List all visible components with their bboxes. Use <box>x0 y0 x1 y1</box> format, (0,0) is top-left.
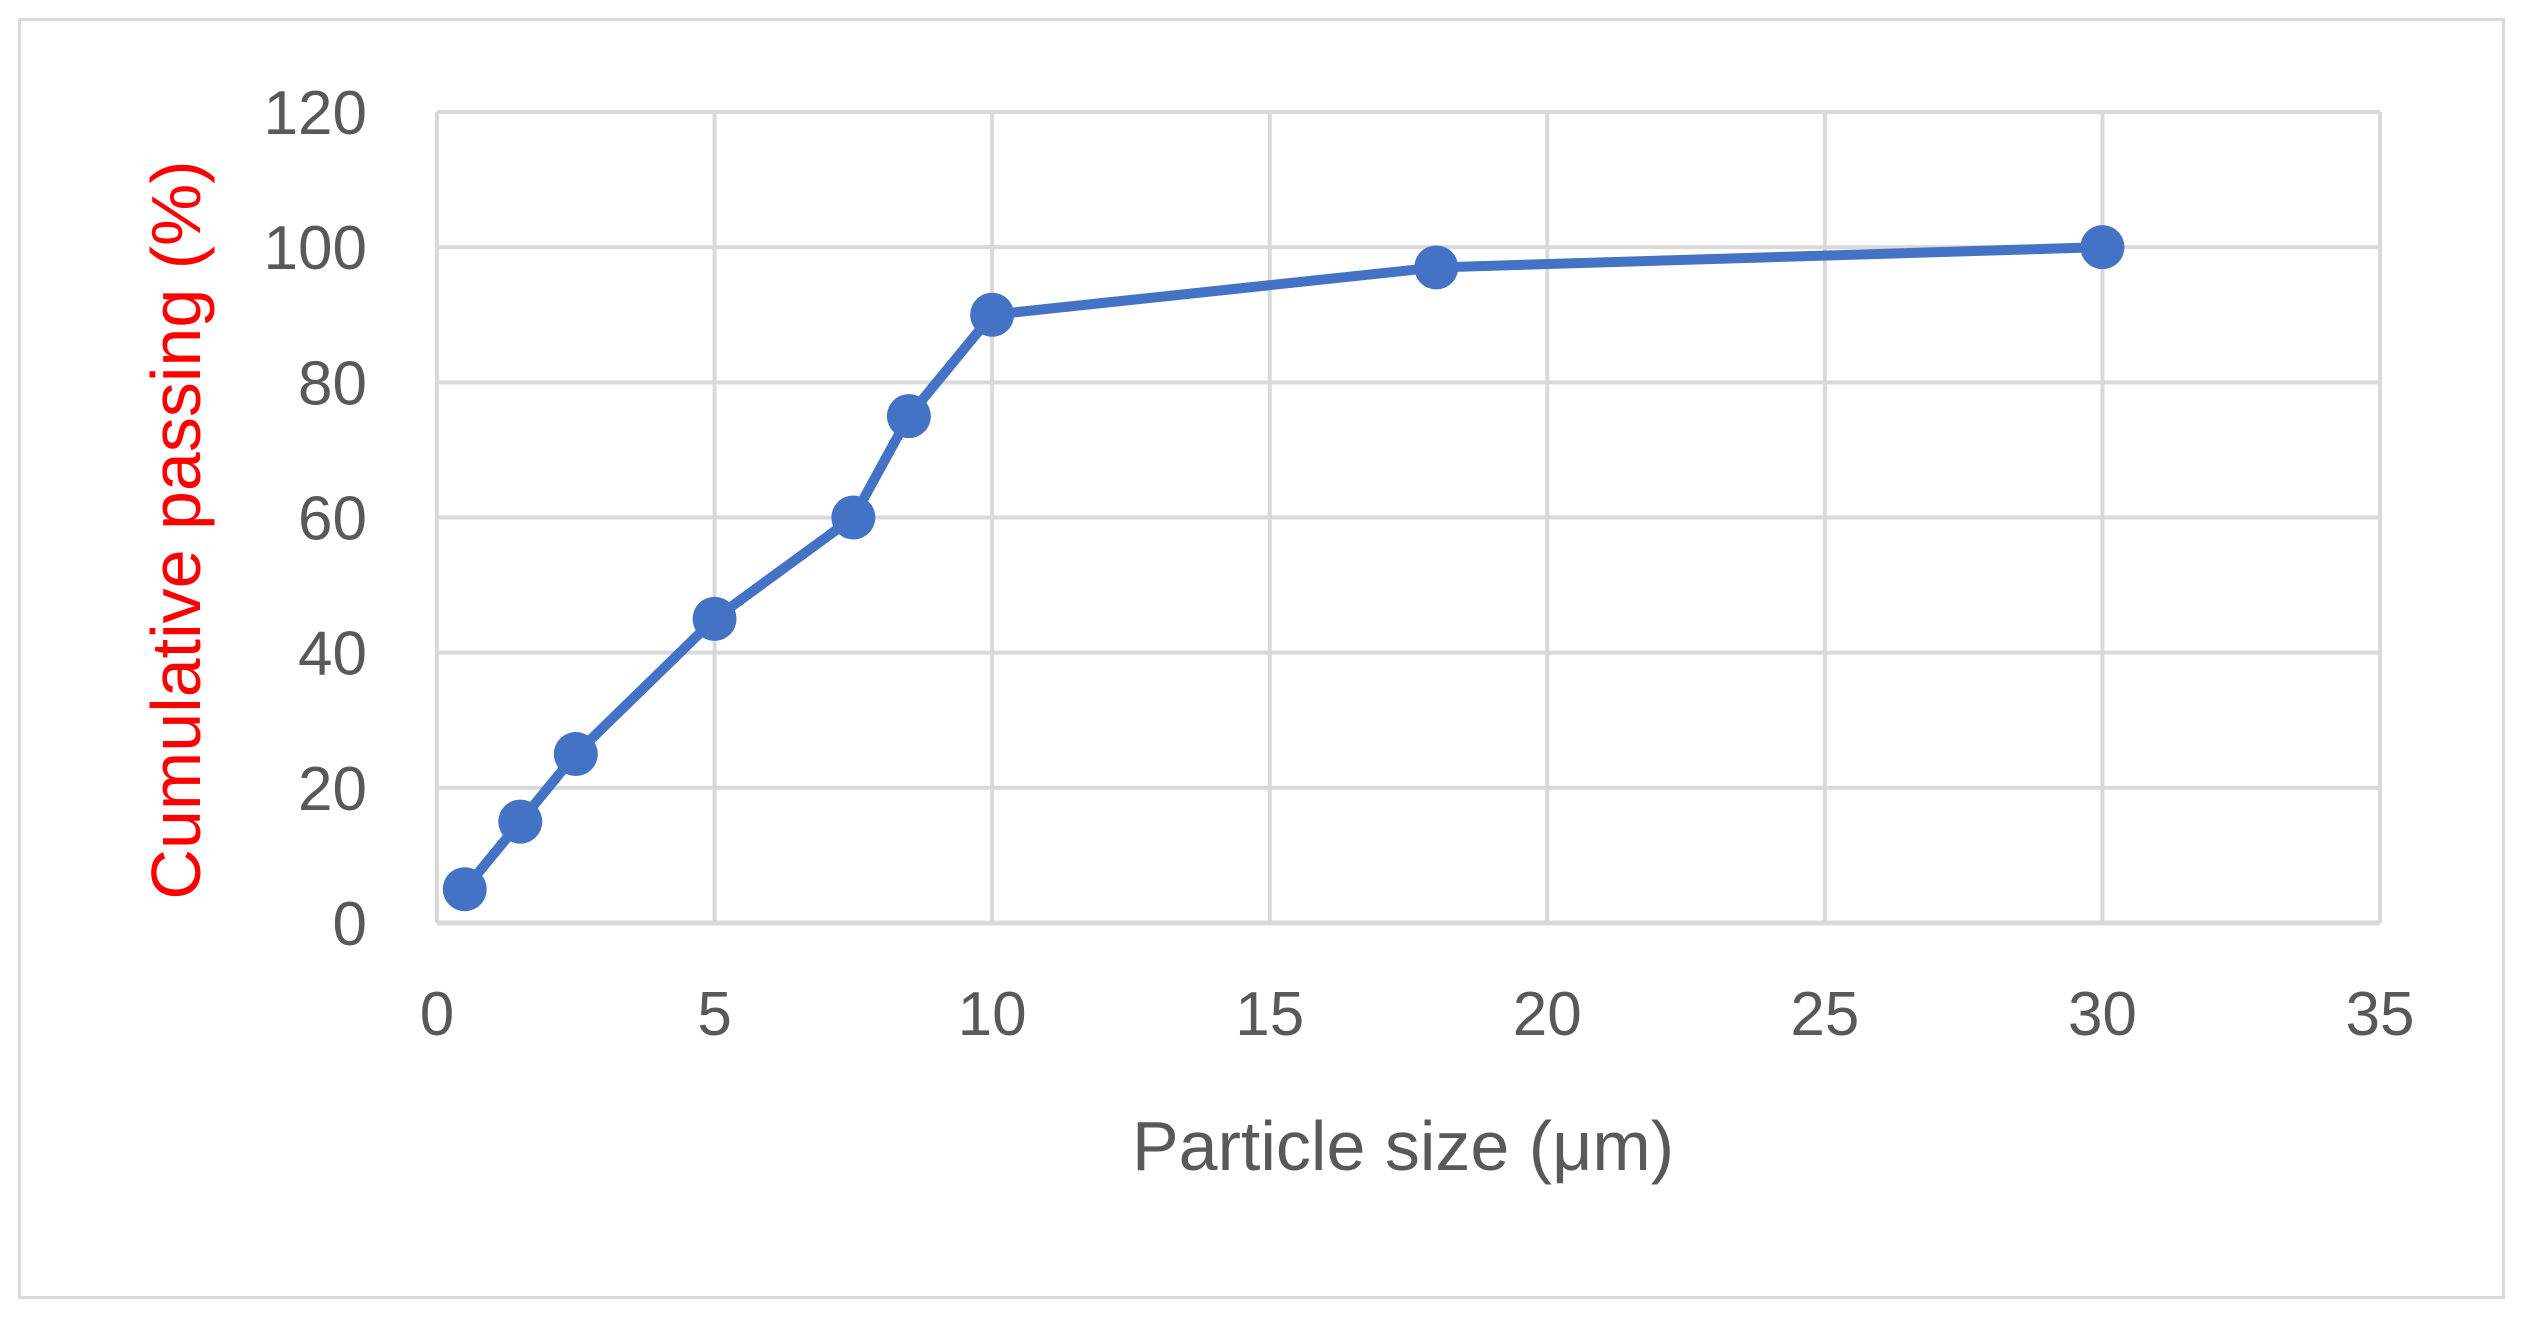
x-tick-label: 35 <box>2346 980 2415 1049</box>
series-line <box>460 242 2103 893</box>
x-tick-label: 5 <box>697 980 731 1049</box>
y-axis-title: Cumulative passing (%) <box>137 160 215 899</box>
data-point <box>886 394 931 439</box>
data-point <box>1414 245 1459 290</box>
y-tick-label: 80 <box>298 349 367 418</box>
x-tick-label: 25 <box>1790 980 1859 1049</box>
y-tick-label: 60 <box>298 485 367 554</box>
data-point <box>553 732 598 777</box>
y-tick-label: 0 <box>333 890 367 959</box>
data-point <box>970 292 1015 337</box>
x-tick-label: 30 <box>2068 980 2137 1049</box>
tick-labels: 0 5 10 15 20 25 30 35 0 20 40 60 80 100 120 <box>264 79 2415 1049</box>
data-point <box>831 495 876 540</box>
data-point <box>442 867 487 912</box>
data-series <box>442 225 2125 912</box>
y-tick-label: 120 <box>264 79 367 148</box>
data-point <box>2080 225 2125 270</box>
y-tick-label: 100 <box>264 214 367 283</box>
data-point <box>498 799 543 844</box>
data-point <box>692 596 737 641</box>
y-tick-label: 40 <box>298 620 367 689</box>
gridlines <box>435 110 2382 923</box>
x-axis-title: Particle size (μm) <box>1132 1107 1674 1185</box>
x-tick-label: 20 <box>1513 980 1582 1049</box>
x-tick-label: 0 <box>420 980 454 1049</box>
x-tick-label: 10 <box>958 980 1027 1049</box>
y-tick-label: 20 <box>298 755 367 824</box>
x-tick-label: 15 <box>1235 980 1304 1049</box>
